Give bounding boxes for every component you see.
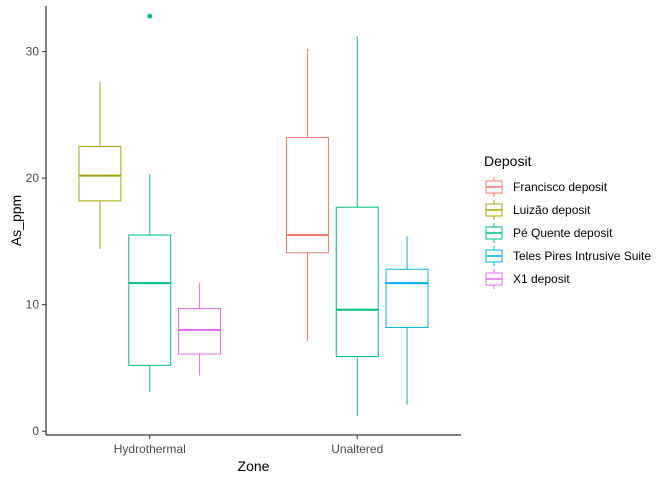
legend-label: X1 deposit bbox=[513, 272, 570, 286]
legend-label: Francisco deposit bbox=[513, 180, 608, 194]
outlier-point bbox=[147, 13, 153, 19]
box-x1-deposit-hydrothermal bbox=[178, 283, 222, 376]
x-axis-ticks: Hydrothermal Unaltered bbox=[114, 435, 383, 456]
iqr-box bbox=[128, 234, 172, 366]
box-p-quente-deposit-hydrothermal bbox=[128, 13, 172, 392]
legend-label: Teles Pires Intrusive Suite bbox=[513, 249, 651, 263]
y-axis-ticks: 0 10 20 30 bbox=[26, 45, 46, 438]
y-axis-title: As_ppm bbox=[8, 195, 24, 246]
legend-label: Luizão deposit bbox=[513, 203, 591, 217]
x-axis-title: Zone bbox=[238, 458, 270, 474]
iqr-box bbox=[335, 206, 379, 358]
legend-key bbox=[485, 246, 503, 266]
x-tick-label: Hydrothermal bbox=[114, 442, 186, 456]
legend-key bbox=[485, 269, 503, 289]
y-tick-label: 0 bbox=[32, 424, 39, 438]
legend-key bbox=[485, 223, 503, 243]
box-francisco-deposit-unaltered bbox=[285, 49, 329, 342]
iqr-box bbox=[78, 145, 122, 202]
legend-key bbox=[485, 177, 503, 197]
iqr-box bbox=[178, 307, 222, 355]
y-tick-label: 10 bbox=[26, 298, 40, 312]
legend: Deposit Francisco deposit Luizão deposit P… bbox=[484, 153, 651, 289]
x-tick-label: Unaltered bbox=[331, 442, 383, 456]
legend-key bbox=[485, 200, 503, 220]
box-luiz-o-deposit-hydrothermal bbox=[78, 81, 122, 249]
y-tick-label: 20 bbox=[26, 171, 40, 185]
y-tick-label: 30 bbox=[26, 45, 40, 59]
box-teles-pires-intrusive-suite-unaltered bbox=[385, 236, 429, 405]
iqr-box bbox=[285, 137, 329, 254]
legend-label: Pé Quente deposit bbox=[513, 226, 613, 240]
iqr-box bbox=[385, 268, 429, 328]
legend-title: Deposit bbox=[484, 153, 532, 169]
plot-panel bbox=[78, 13, 429, 417]
box-p-quente-deposit-unaltered bbox=[335, 36, 379, 417]
